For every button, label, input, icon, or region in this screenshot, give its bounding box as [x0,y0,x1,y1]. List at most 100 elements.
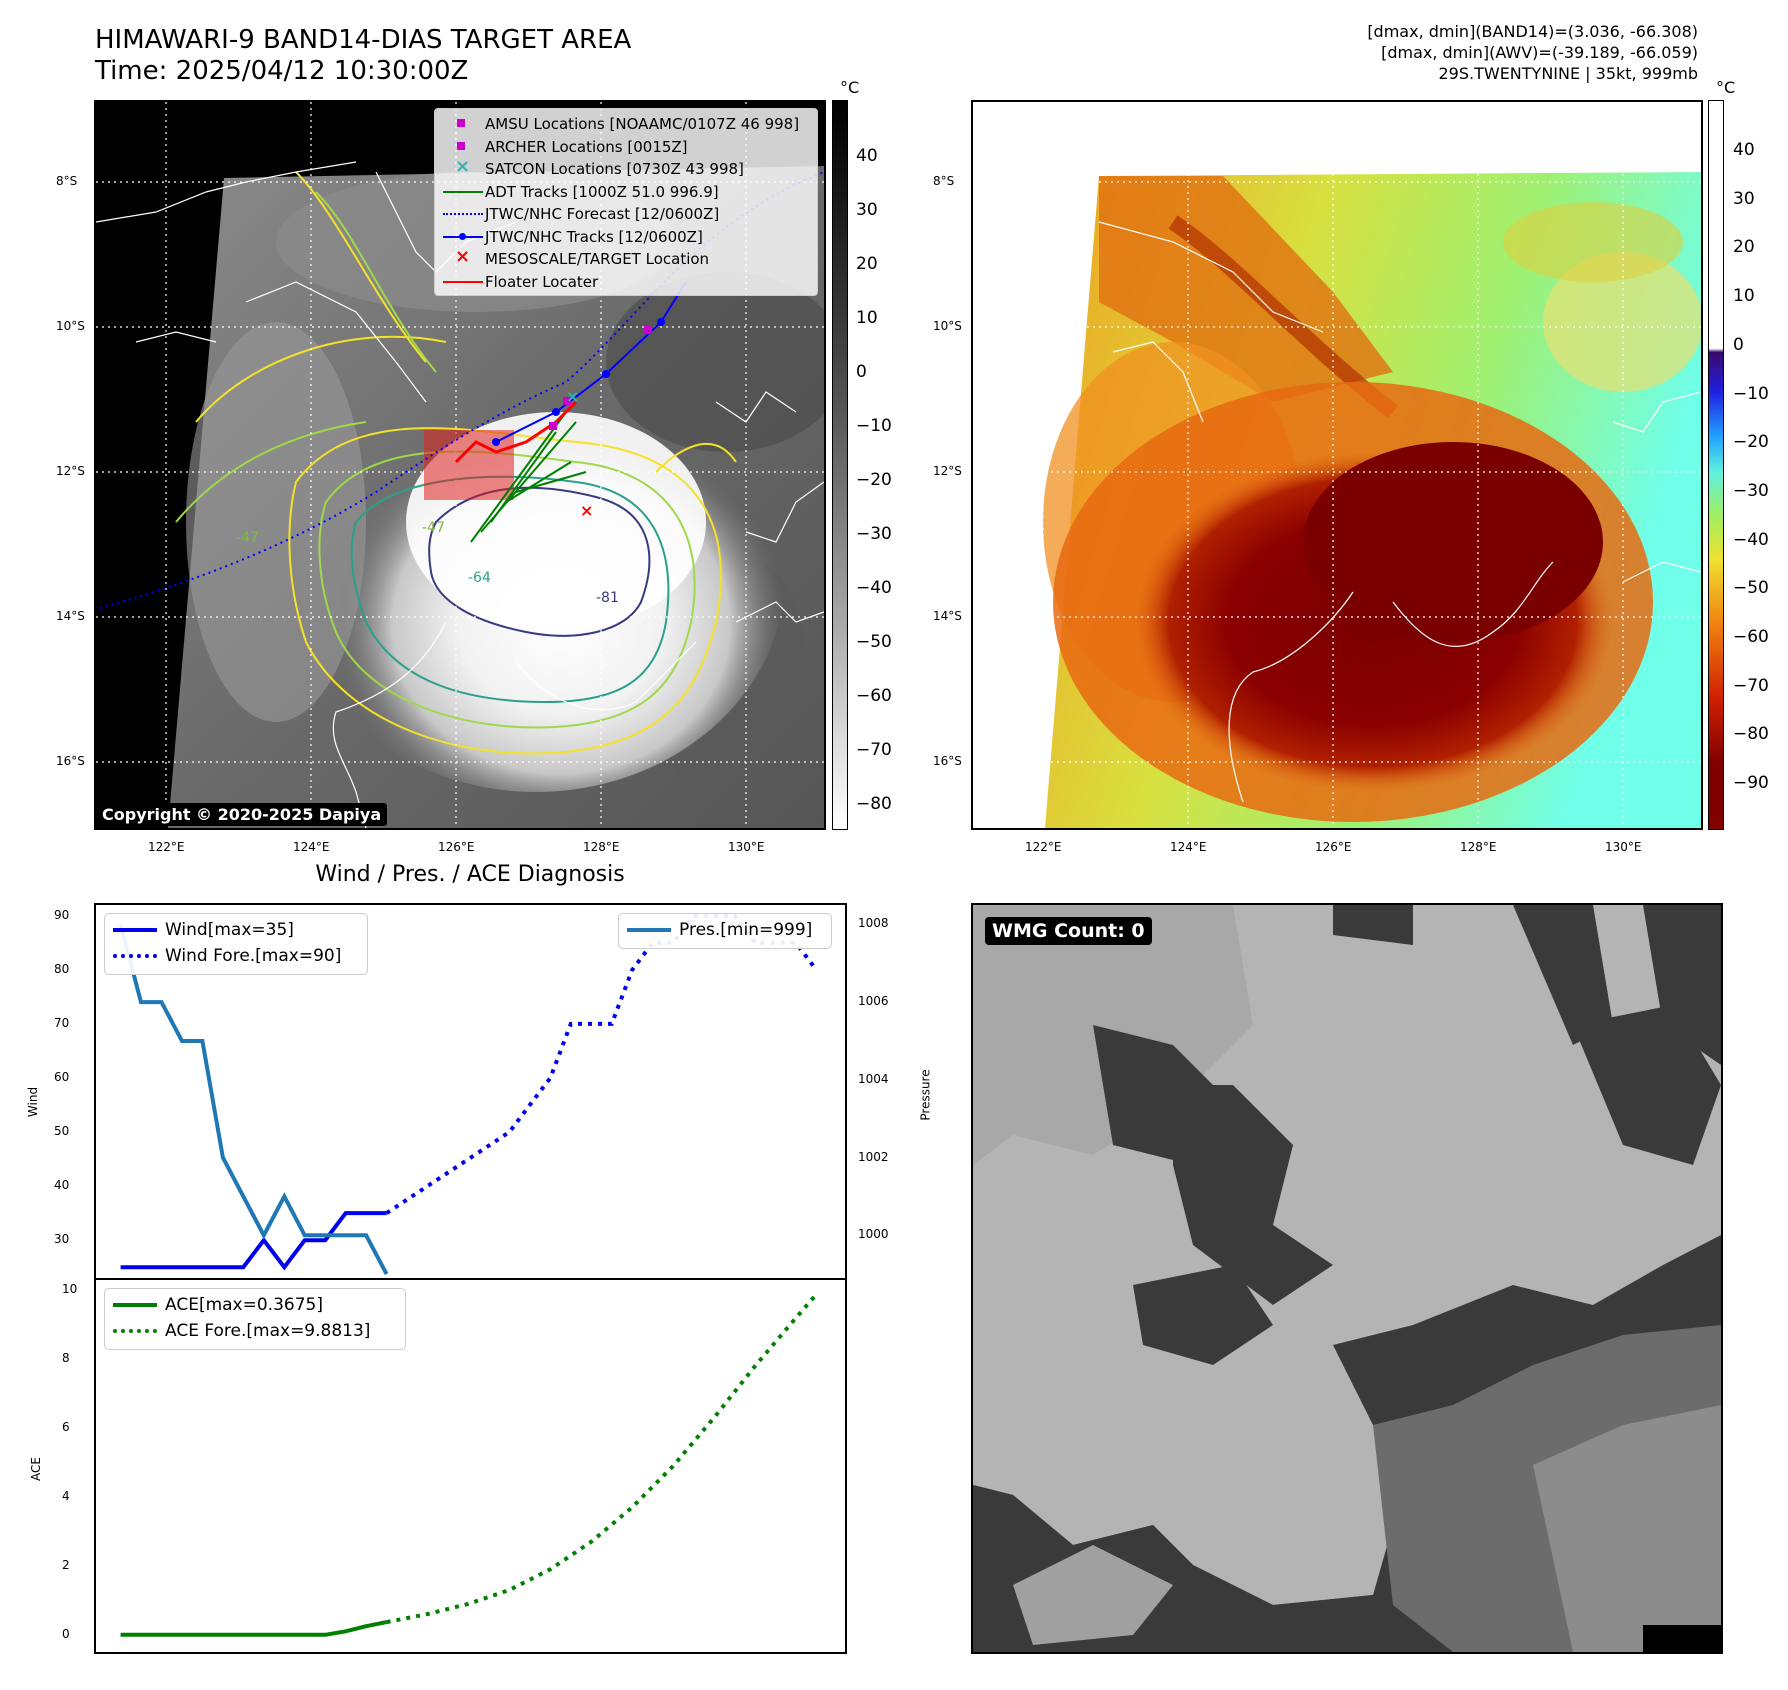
legend-swatch: × [455,156,471,177]
colorbar-gray-unit: °C [840,78,860,97]
adt-tracks [470,411,587,543]
colorbar_awv-tick: 20 [1733,237,1755,258]
legend-swatch [457,141,465,150]
ace-y-tick: 2 [62,1557,70,1572]
colorbar_gray-tick: 30 [856,200,878,220]
contour-label: -47 [422,520,445,536]
awv-lon-label: 122°E [1025,840,1062,854]
colorbar_gray-tick: −30 [856,524,892,544]
ace-y-tick: 10 [62,1282,78,1297]
contour-label: -81 [596,590,619,606]
band14-lat-label: 8°S [56,174,78,188]
colorbar_gray-tick: −70 [856,740,892,760]
wind-legend-label: Wind[max=35] [165,920,294,940]
colorbar_awv-tick: −40 [1733,529,1769,550]
coastlines [96,161,824,828]
awv-lat-label: 8°S [933,174,955,188]
band14-lat-label: 16°S [56,754,85,768]
band14-lon-label: 124°E [293,840,330,854]
figure-title: HIMAWARI-9 BAND14-DIAS TARGET AREA [95,25,632,55]
colorbar_awv-tick: 10 [1733,286,1755,307]
legend-swatch [443,280,483,283]
wmg-region-dark [1173,1085,1333,1305]
band14-lon-label: 122°E [148,840,185,854]
wmg-map [973,905,1721,1652]
ace-series-line [120,1620,387,1637]
info-band14: [dmax, dmin](BAND14)=(3.036, -66.308) [1367,22,1698,41]
wind-y-tick: 60 [54,1069,70,1084]
ace-y-tick: 4 [62,1489,70,1503]
colorbar_gray-tick: 10 [856,308,878,328]
legend-label: Floater Locater [485,272,599,291]
pressure-y-tick: 1000 [858,1227,889,1242]
pressure-legend-label: Pres.[min=999] [679,920,813,940]
band14-map: -81 -64 -47 -47 [96,102,824,828]
awv-map-panel [971,100,1703,830]
colorbar_awv-tick: −90 [1733,773,1769,794]
amsu-marker [644,326,652,334]
ace-legend-label: ACE[max=0.3675] [165,1295,323,1315]
map-legend: AMSU Locations [NOAAMC/0107Z 46 998] ARCH… [434,108,818,296]
colorbar_awv-tick: 30 [1733,188,1755,209]
wind-axis-label: Wind [26,1086,41,1118]
floater-locater [454,400,578,464]
band14-lat-label: 14°S [56,609,85,623]
awv-map [973,102,1701,828]
awv-lon-label: 130°E [1605,840,1642,854]
legend-label: ADT Tracks [1000Z 51.0 996.9] [485,182,719,201]
figure-time: Time: 2025/04/12 10:30:00Z [95,56,469,86]
colorbar_gray-tick: −50 [856,632,892,652]
legend-swatch [457,119,465,127]
pressure-series-line [118,923,389,1276]
colorbar-awv [1708,100,1724,830]
legend-label: AMSU Locations [NOAAMC/0107Z 46 998] [485,115,800,133]
pressure-y-tick: 1006 [858,994,889,1009]
colorbar_gray-tick: −20 [856,470,892,490]
wind-y-tick: 40 [54,1178,70,1193]
ace-y-tick: 8 [62,1351,70,1366]
wmg-count-badge: WMG Count: 0 [985,917,1152,945]
amsu-marker [563,397,571,405]
colorbar_gray-tick: 40 [856,146,878,166]
wind-forecast-legend-label: Wind Fore.[max=90] [165,946,342,966]
colorbar_gray-tick: 0 [856,362,867,382]
awv-lat-label: 10°S [933,319,962,333]
colorbar_awv-tick: −30 [1733,480,1769,501]
wind-pressure-chart [118,913,818,1276]
colorbar_gray-tick: −10 [856,416,892,436]
band14-lon-label: 130°E [728,840,765,854]
legend-label: MESOSCALE/TARGET Location [485,250,710,268]
pressure-y-tick: 1002 [858,1149,889,1164]
legend-swatch [443,190,483,193]
pressure-legend: Pres.[min=999] [618,913,832,949]
colorbar_awv-tick: −10 [1733,383,1769,404]
colorbar_awv-tick: −60 [1733,627,1769,647]
wmg-region-dark [1133,1265,1273,1365]
wind-y-tick: 80 [54,961,70,976]
ace-y-tick: 0 [62,1626,70,1641]
ace-legend: ACE[max=0.3675] ACE Fore.[max=9.8813] [104,1288,406,1350]
wind-forecast-line [385,913,818,1215]
wind-y-tick: 30 [54,1232,70,1247]
colorbar-gray [832,100,848,830]
ace-axis-label: ACE [28,1457,43,1481]
pressure-y-tick: 1008 [858,916,889,931]
pressure-y-tick: 1004 [858,1071,889,1086]
ace-panel: ACE[max=0.3675] ACE Fore.[max=9.8813] [94,1278,847,1654]
contour-label: -64 [468,570,491,586]
awv-lon-label: 124°E [1170,840,1207,854]
band14-lat-label: 10°S [56,319,85,333]
satcon-marker: × [566,387,579,406]
colorbar_awv-tick: −20 [1733,432,1769,453]
band14-lon-label: 128°E [583,840,620,854]
legend-swatch [443,232,483,240]
info-awv: [dmax, dmin](AWV)=(-39.189, -66.059) [1381,43,1698,62]
awv-lat-label: 16°S [933,754,962,768]
colorbar-awv-unit: °C [1716,78,1736,97]
wind-y-tick: 90 [54,907,70,922]
wind-series-line [120,1211,387,1271]
info-storm: 29S.TWENTYNINE | 35kt, 999mb [1438,64,1699,83]
copyright-badge: Copyright © 2020-2025 Dapiya [96,803,388,826]
colorbar_awv-tick: −50 [1733,578,1769,599]
ace-forecast-line [386,1293,818,1625]
